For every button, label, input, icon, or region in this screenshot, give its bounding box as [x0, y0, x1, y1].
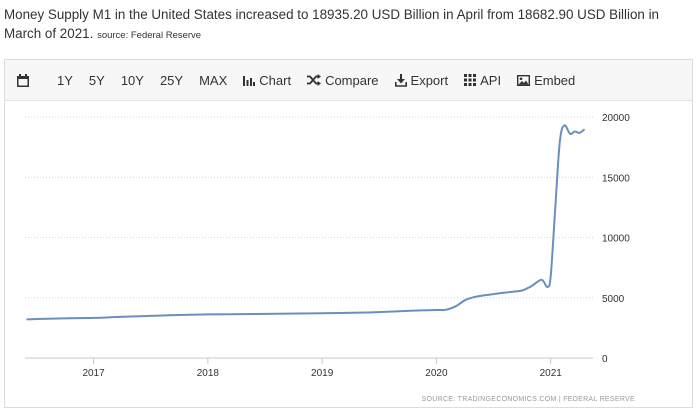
- shuffle-icon: [307, 74, 322, 86]
- range-max-button[interactable]: MAX: [199, 72, 228, 88]
- export-button-label: Export: [410, 72, 449, 88]
- image-icon: [517, 74, 531, 86]
- chart-button[interactable]: Chart: [235, 60, 299, 100]
- download-icon: [394, 73, 407, 87]
- range-5y-button[interactable]: 5Y: [88, 72, 105, 88]
- y-axis-ticks: 0 5000 10000 15000 20000: [602, 113, 630, 365]
- gridlines: [25, 116, 593, 359]
- y-tick-label: 5000: [602, 294, 625, 305]
- range-1y-button[interactable]: 1Y: [57, 72, 73, 88]
- x-tick-label: 2020: [425, 368, 448, 379]
- compare-button-label: Compare: [325, 72, 379, 88]
- x-tick-label: 2019: [311, 368, 334, 379]
- calendar-icon: [17, 73, 29, 87]
- y-tick-label: 10000: [602, 234, 630, 245]
- y-tick-label: 20000: [602, 113, 630, 124]
- series-line-money-supply-m1: [26, 124, 585, 321]
- chart-button-label: Chart: [259, 72, 292, 88]
- headline-text: Money Supply M1 in the United States inc…: [4, 7, 660, 41]
- embed-button[interactable]: Embed: [509, 60, 583, 100]
- x-tick-label: 2017: [82, 368, 105, 379]
- headline-source: source: Federal Reserve: [97, 30, 202, 41]
- y-tick-label: 15000: [602, 173, 630, 184]
- y-tick-label: 0: [602, 354, 608, 365]
- range-10y-button[interactable]: 10Y: [120, 72, 144, 88]
- x-tick-label: 2018: [197, 368, 220, 379]
- grid-icon: [464, 74, 477, 86]
- chart-source-footer: SOURCE: TRADINGECONOMICS.COM | FEDERAL R…: [422, 396, 635, 403]
- range-25y-button[interactable]: 25Y: [159, 72, 184, 88]
- x-axis-ticks: 2017 2018 2019 2020 2021: [82, 358, 562, 379]
- chart-container: 1Y 5Y 10Y 25Y MAX Chart Compare: [4, 59, 693, 408]
- api-button-label: API: [480, 72, 502, 88]
- line-chart: 0 5000 10000 15000 20000 2017 2018 2019 2020 202…: [25, 113, 635, 403]
- api-button[interactable]: API: [456, 60, 509, 100]
- export-button[interactable]: Export: [387, 60, 457, 100]
- bar-chart-icon: [243, 76, 256, 86]
- embed-button-label: Embed: [534, 72, 576, 88]
- chart-headline: Money Supply M1 in the United States inc…: [4, 5, 698, 45]
- x-tick-label: 2021: [540, 368, 563, 379]
- compare-button[interactable]: Compare: [299, 60, 386, 100]
- chart-toolbar: 1Y 5Y 10Y 25Y MAX Chart Compare: [5, 60, 692, 101]
- calendar-button[interactable]: [5, 60, 49, 100]
